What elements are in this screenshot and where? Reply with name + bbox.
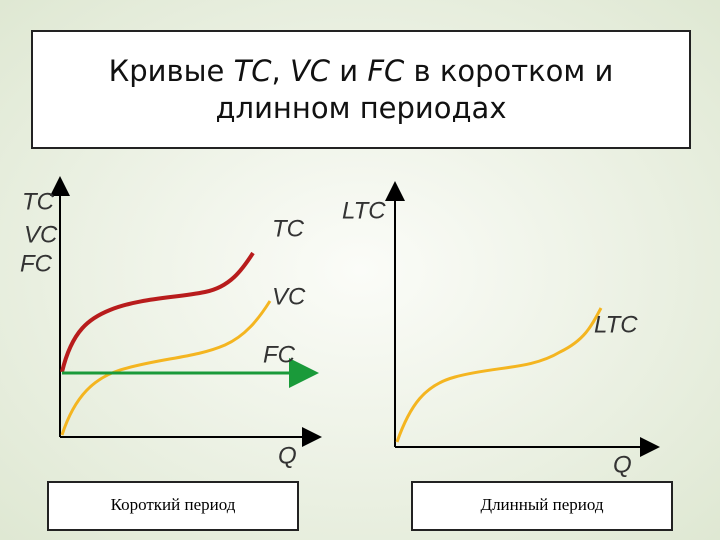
curve-label: LTC — [594, 311, 638, 338]
curve-label: FC — [263, 341, 296, 368]
title-line: длинном периодах — [216, 91, 507, 125]
caption: Длинный период — [480, 495, 603, 514]
ltc-curve — [395, 307, 603, 443]
caption: Короткий период — [111, 495, 236, 514]
axis-label: LTC — [342, 197, 386, 224]
x-label: Q — [278, 442, 297, 469]
tc-curve — [60, 251, 255, 373]
axis-label: FC — [20, 250, 53, 277]
caption-box — [47, 481, 299, 531]
curve-label: VC — [272, 283, 306, 310]
curve-label: TC — [272, 215, 305, 242]
axis-label: TC — [22, 188, 55, 215]
caption-box — [411, 481, 673, 531]
title-line: Кривые TC, VC и FC в коротком и — [109, 54, 614, 88]
title-box — [31, 30, 691, 149]
axis-label: VC — [24, 221, 58, 248]
x-label: Q — [613, 451, 632, 478]
vc-curve — [60, 300, 272, 436]
